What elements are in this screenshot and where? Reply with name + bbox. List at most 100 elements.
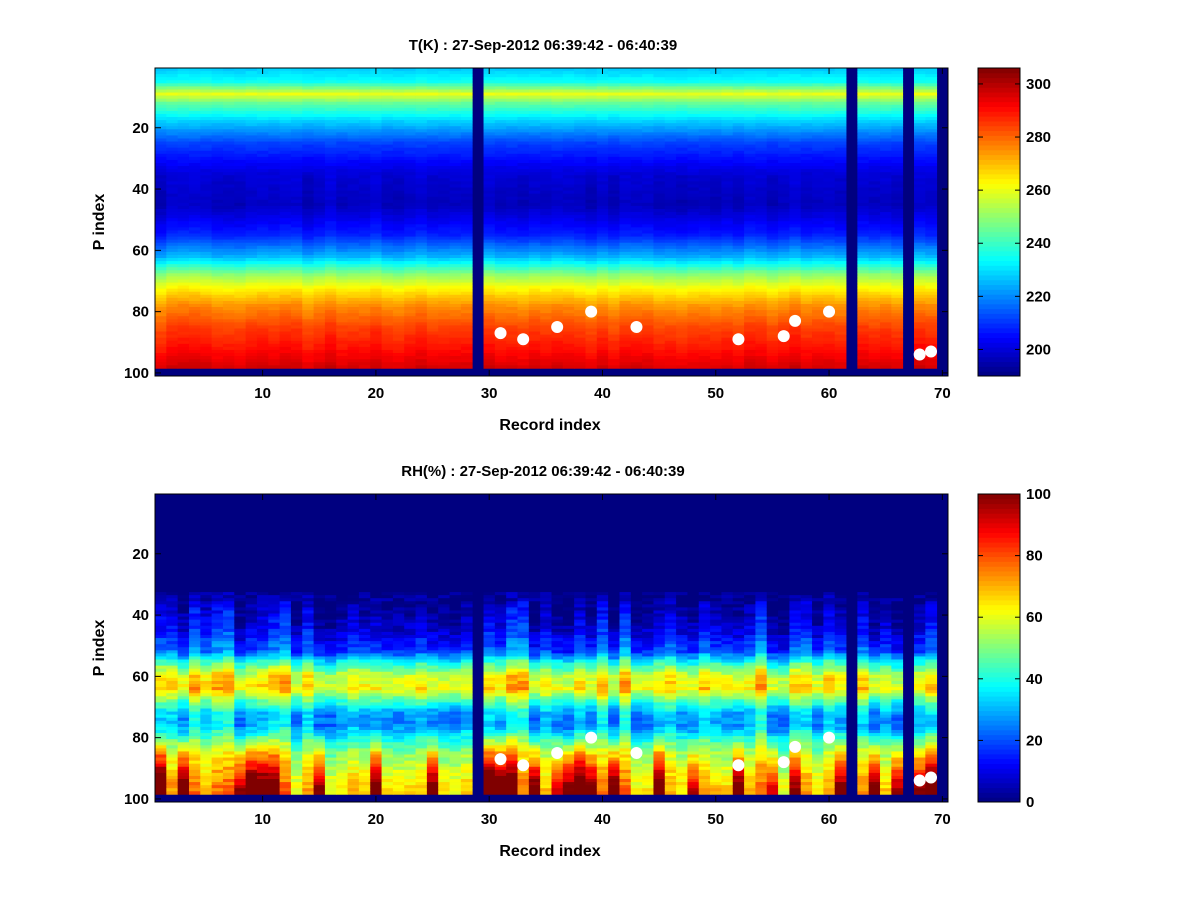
heatmap-cell [245, 328, 258, 332]
heatmap-cell [404, 181, 416, 185]
heatmap-cell [358, 147, 371, 152]
heatmap-cell [188, 349, 201, 354]
heatmap-cell [256, 303, 269, 308]
heatmap-cell [528, 349, 541, 354]
heatmap-cell [574, 254, 586, 259]
heatmap-cell [347, 221, 360, 225]
heatmap-cell [336, 144, 348, 149]
heatmap-cell [630, 169, 643, 173]
heatmap-cell [268, 343, 281, 348]
heatmap-cell [404, 101, 416, 106]
heatmap-cell [698, 319, 711, 323]
heatmap-cell [268, 236, 281, 241]
heatmap-cell [313, 86, 326, 90]
heatmap-cell [732, 117, 745, 121]
heatmap-cell [506, 319, 518, 323]
heatmap-cell [574, 126, 586, 130]
heatmap-cell [268, 242, 281, 247]
heatmap-cell [290, 362, 303, 366]
heatmap-cell [336, 159, 348, 164]
heatmap-cell [562, 196, 575, 201]
heatmap-cell [698, 218, 711, 222]
heatmap-cell [517, 141, 530, 146]
heatmap-cell [449, 261, 462, 265]
heatmap-cell [222, 74, 235, 78]
heatmap-cell [358, 153, 371, 158]
heatmap-cell [664, 215, 677, 219]
heatmap-cell [630, 359, 643, 363]
heatmap-cell [687, 337, 700, 342]
heatmap-cell [494, 218, 507, 222]
heatmap-cell [256, 233, 269, 237]
heatmap-cell [426, 175, 439, 179]
heatmap-cell [551, 236, 564, 241]
heatmap-cell [494, 215, 507, 219]
heatmap-cell [653, 254, 666, 259]
heatmap-cell [268, 208, 281, 213]
heatmap-cell [517, 294, 530, 299]
heatmap-cell [517, 144, 530, 149]
heatmap-cell [551, 193, 564, 198]
heatmap-cell [155, 251, 167, 256]
heatmap-cell [630, 205, 643, 210]
heatmap-cell [392, 147, 405, 152]
heatmap-cell [188, 184, 201, 188]
heatmap-cell [279, 92, 292, 96]
heatmap-cell [200, 101, 213, 106]
heatmap-cell [155, 359, 167, 363]
heatmap-cell [222, 159, 235, 164]
heatmap-cell [392, 349, 405, 354]
heatmap-cell [438, 193, 450, 198]
heatmap-cell [653, 199, 666, 204]
heatmap-cell [574, 141, 586, 146]
heatmap-cell [381, 156, 394, 161]
heatmap-cell [222, 224, 235, 228]
heatmap-cell [404, 322, 416, 326]
heatmap-cell [324, 89, 337, 93]
heatmap-cell [347, 303, 360, 308]
heatmap-cell [256, 141, 269, 146]
heatmap-cell [710, 190, 722, 195]
heatmap-cell [370, 365, 382, 369]
heatmap-cell [494, 86, 507, 90]
heatmap-cell [302, 261, 314, 265]
heatmap-cell [528, 303, 541, 308]
heatmap-cell [630, 239, 643, 244]
heatmap-cell [517, 224, 530, 228]
heatmap-cell [449, 224, 462, 228]
heatmap-cell [664, 264, 677, 268]
heatmap-cell [177, 74, 190, 78]
heatmap-cell [494, 288, 507, 293]
heatmap-cell [540, 353, 552, 357]
heatmap-cell [404, 300, 416, 305]
heatmap-cell [358, 245, 371, 250]
heatmap-cell [200, 156, 213, 161]
heatmap-cell [381, 346, 394, 351]
heatmap-cell [392, 166, 405, 170]
heatmap-cell [245, 120, 258, 124]
heatmap-cell [392, 230, 405, 234]
heatmap-cell [290, 126, 303, 130]
heatmap-cell [619, 303, 632, 308]
heatmap-cell [438, 267, 450, 271]
heatmap-cell [392, 319, 405, 323]
heatmap-cell [358, 365, 371, 369]
heatmap-cell [596, 258, 609, 262]
heatmap-cell [494, 343, 507, 348]
heatmap-cell [392, 316, 405, 320]
heatmap-cell [528, 221, 541, 225]
heatmap-cell [483, 264, 496, 268]
heatmap-cell [596, 104, 609, 109]
heatmap-cell [166, 297, 179, 302]
heatmap-cell [562, 325, 575, 329]
heatmap-cell [268, 294, 281, 299]
heatmap-cell [517, 279, 530, 283]
heatmap-cell [256, 251, 269, 256]
heatmap-cell [200, 95, 213, 100]
heatmap-cell [426, 282, 439, 286]
heatmap-cell [188, 236, 201, 241]
heatmap-cell [721, 147, 734, 152]
heatmap-cell [460, 356, 473, 360]
heatmap-cell [585, 279, 598, 283]
heatmap-cell [155, 153, 167, 158]
